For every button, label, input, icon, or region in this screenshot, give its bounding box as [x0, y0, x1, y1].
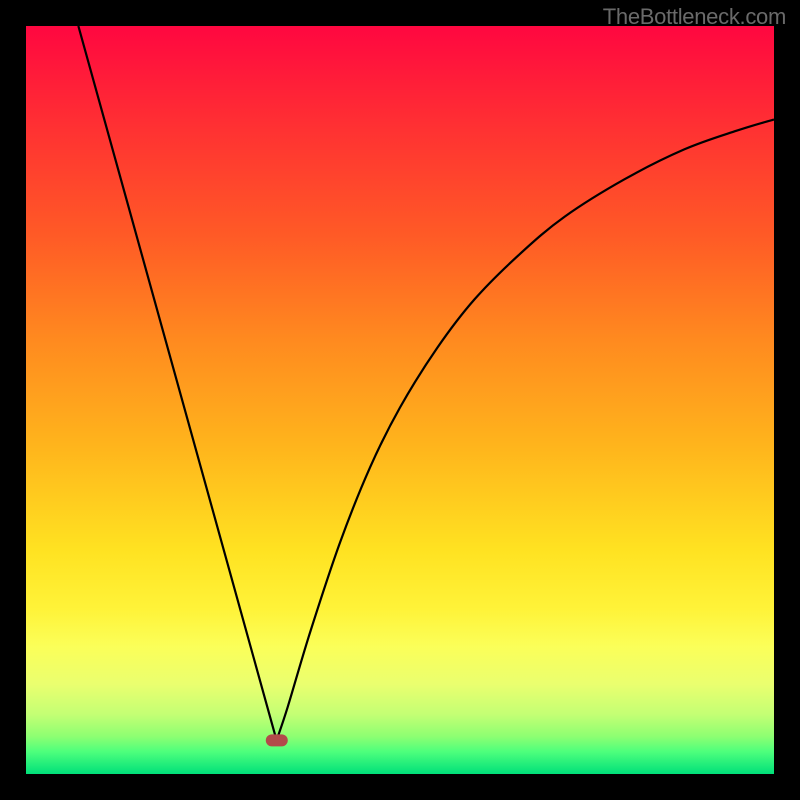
bottleneck-curve	[78, 26, 774, 740]
minimum-marker	[265, 735, 287, 746]
curve-layer	[26, 26, 774, 774]
plot-area	[26, 26, 774, 774]
watermark-text: TheBottleneck.com	[603, 4, 786, 30]
